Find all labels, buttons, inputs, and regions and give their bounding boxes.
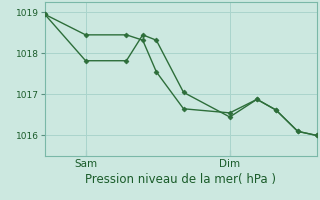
X-axis label: Pression niveau de la mer( hPa ): Pression niveau de la mer( hPa ): [85, 173, 276, 186]
